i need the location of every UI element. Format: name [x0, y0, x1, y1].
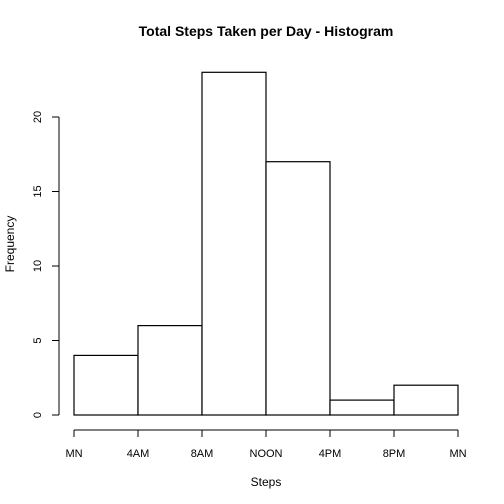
x-tick-label: 4PM — [319, 448, 342, 460]
y-tick-label: 20 — [32, 111, 44, 123]
histogram-bar — [138, 326, 202, 415]
histogram-bar — [394, 385, 458, 415]
x-axis: MN 4AM 8AM NOON 4PM 8PM MN — [65, 430, 466, 460]
chart-title: Total Steps Taken per Day - Histogram — [139, 23, 394, 39]
y-tick-label: 5 — [32, 337, 44, 343]
bars-group — [74, 72, 458, 415]
y-axis-label: Frequency — [3, 216, 17, 273]
y-axis: 0 5 10 15 20 — [32, 111, 59, 418]
x-tick-label: 4AM — [127, 448, 150, 460]
histogram-bar — [266, 162, 330, 415]
x-tick-label: MN — [449, 448, 466, 460]
x-axis-label: Steps — [251, 475, 282, 489]
histogram-bar — [202, 72, 266, 415]
x-tick-label: NOON — [250, 448, 283, 460]
x-tick-label: 8PM — [383, 448, 406, 460]
x-tick-label: 8AM — [191, 448, 214, 460]
histogram-bar — [74, 355, 138, 415]
y-tick-label: 15 — [32, 185, 44, 197]
y-tick-label: 0 — [32, 412, 44, 418]
x-tick-label: MN — [65, 448, 82, 460]
y-tick-label: 10 — [32, 260, 44, 272]
histogram-bar — [330, 400, 394, 415]
